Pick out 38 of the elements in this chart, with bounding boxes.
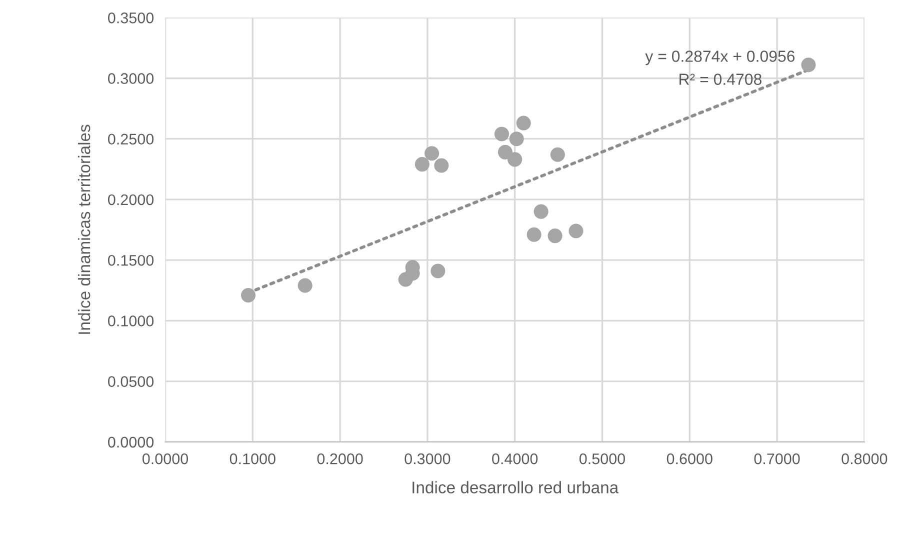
point bbox=[516, 116, 531, 130]
y-tick-label: 0.0500 bbox=[108, 376, 154, 387]
x-tick-label: 0.7000 bbox=[754, 453, 800, 464]
point bbox=[801, 58, 816, 72]
point bbox=[430, 264, 446, 278]
point bbox=[414, 157, 430, 172]
x-tick-label: 0.0000 bbox=[142, 453, 188, 464]
point bbox=[498, 144, 513, 160]
annotation: y = 0.2874x + 0.0956 bbox=[645, 50, 795, 66]
x-tick-label: 0.2000 bbox=[317, 453, 363, 464]
y-tick-label: 0.1500 bbox=[108, 254, 154, 266]
x-tick-label: 0.8000 bbox=[842, 453, 888, 464]
y-axis-title: Indice dinamicas territoriales bbox=[78, 124, 90, 334]
y-tick-label: 0.3000 bbox=[108, 73, 154, 84]
point bbox=[508, 152, 522, 167]
annotation: R² = 0.4708 bbox=[680, 74, 762, 85]
point bbox=[424, 146, 440, 161]
x-tick-label: 0.1000 bbox=[230, 453, 276, 464]
point bbox=[298, 278, 312, 293]
x-tick-label: 0.4000 bbox=[492, 453, 538, 464]
point bbox=[550, 147, 565, 162]
y-tick-label: 0.2000 bbox=[108, 194, 154, 206]
point bbox=[534, 204, 548, 219]
y-tick-label: 0.2500 bbox=[108, 134, 154, 145]
y-tick-label: 0.3500 bbox=[108, 12, 154, 24]
point bbox=[548, 228, 562, 244]
point bbox=[509, 132, 524, 146]
point bbox=[526, 227, 542, 242]
x-tick-label: 0.3000 bbox=[404, 453, 450, 464]
x-tick-label: 0.6000 bbox=[666, 453, 712, 464]
y-tick-label: 0.1000 bbox=[108, 316, 154, 326]
point bbox=[434, 158, 449, 173]
point bbox=[494, 126, 510, 142]
point bbox=[240, 288, 256, 303]
x-tick-label: 0.5000 bbox=[579, 453, 625, 464]
x-axis-title: Indice desarrollo red urbana bbox=[412, 481, 619, 494]
point bbox=[568, 224, 584, 238]
y-tick-label: 0.0000 bbox=[108, 436, 154, 448]
